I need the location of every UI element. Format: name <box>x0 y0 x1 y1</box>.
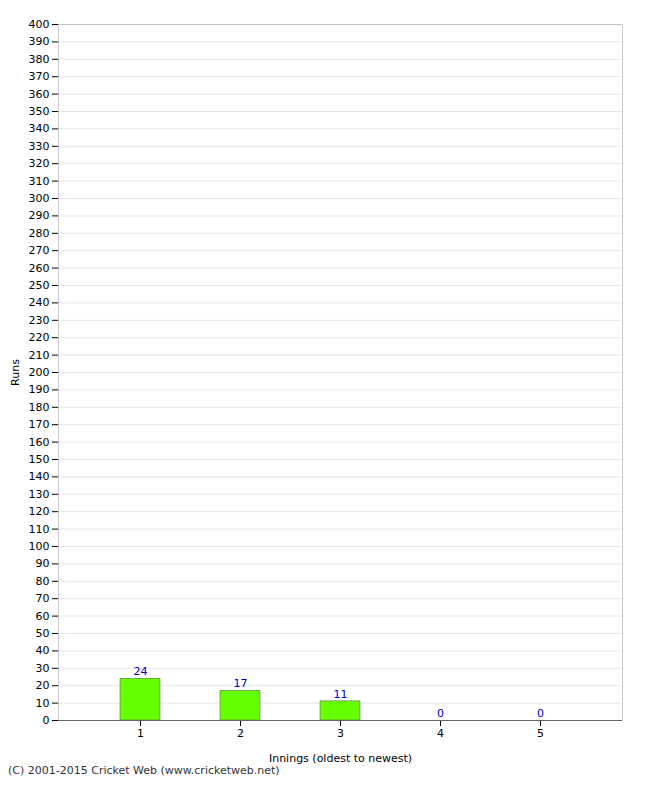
svg-text:1: 1 <box>137 727 144 740</box>
svg-text:380: 380 <box>29 53 50 66</box>
svg-text:230: 230 <box>29 314 50 327</box>
svg-text:30: 30 <box>36 662 50 675</box>
svg-text:300: 300 <box>29 192 50 205</box>
svg-text:11: 11 <box>334 688 348 701</box>
svg-text:400: 400 <box>29 18 50 31</box>
svg-text:120: 120 <box>29 505 50 518</box>
svg-text:0: 0 <box>437 707 444 720</box>
svg-text:5: 5 <box>537 727 544 740</box>
svg-text:170: 170 <box>29 418 50 431</box>
svg-text:140: 140 <box>29 470 50 483</box>
svg-text:330: 330 <box>29 140 50 153</box>
svg-text:0: 0 <box>537 707 544 720</box>
svg-text:90: 90 <box>36 557 50 570</box>
svg-text:4: 4 <box>437 727 444 740</box>
svg-text:350: 350 <box>29 105 50 118</box>
svg-text:40: 40 <box>36 644 50 657</box>
svg-text:200: 200 <box>29 366 50 379</box>
svg-text:370: 370 <box>29 70 50 83</box>
svg-text:190: 190 <box>29 383 50 396</box>
svg-text:340: 340 <box>29 122 50 135</box>
svg-text:70: 70 <box>36 592 50 605</box>
svg-text:180: 180 <box>29 401 50 414</box>
html-text:(C) 2001-2015 Cricket Web (www: (C) 2001-2015 Cricket Web (www.cricketwe… <box>8 764 280 777</box>
svg-text:260: 260 <box>29 262 50 275</box>
svg-text:360: 360 <box>29 88 50 101</box>
svg-text:2: 2 <box>237 727 244 740</box>
svg-text:10: 10 <box>36 697 50 710</box>
svg-text:390: 390 <box>29 35 50 48</box>
svg-text:270: 270 <box>29 244 50 257</box>
svg-text:0: 0 <box>43 714 50 727</box>
svg-text:240: 240 <box>29 296 50 309</box>
svg-text:220: 220 <box>29 331 50 344</box>
svg-text:290: 290 <box>29 209 50 222</box>
svg-text:17: 17 <box>234 677 248 690</box>
svg-text:60: 60 <box>36 610 50 623</box>
svg-text:3: 3 <box>337 727 344 740</box>
svg-text:130: 130 <box>29 488 50 501</box>
svg-text:Innings (oldest to newest): Innings (oldest to newest) <box>269 752 412 765</box>
svg-text:50: 50 <box>36 627 50 640</box>
svg-text:210: 210 <box>29 349 50 362</box>
svg-text:100: 100 <box>29 540 50 553</box>
svg-text:80: 80 <box>36 575 50 588</box>
svg-text:Runs: Runs <box>9 359 22 386</box>
svg-text:250: 250 <box>29 279 50 292</box>
svg-text:150: 150 <box>29 453 50 466</box>
svg-text:160: 160 <box>29 436 50 449</box>
svg-text:20: 20 <box>36 679 50 692</box>
svg-text:24: 24 <box>134 665 148 678</box>
svg-text:320: 320 <box>29 157 50 170</box>
svg-text:310: 310 <box>29 175 50 188</box>
svg-text:280: 280 <box>29 227 50 240</box>
svg-text:110: 110 <box>29 523 50 536</box>
